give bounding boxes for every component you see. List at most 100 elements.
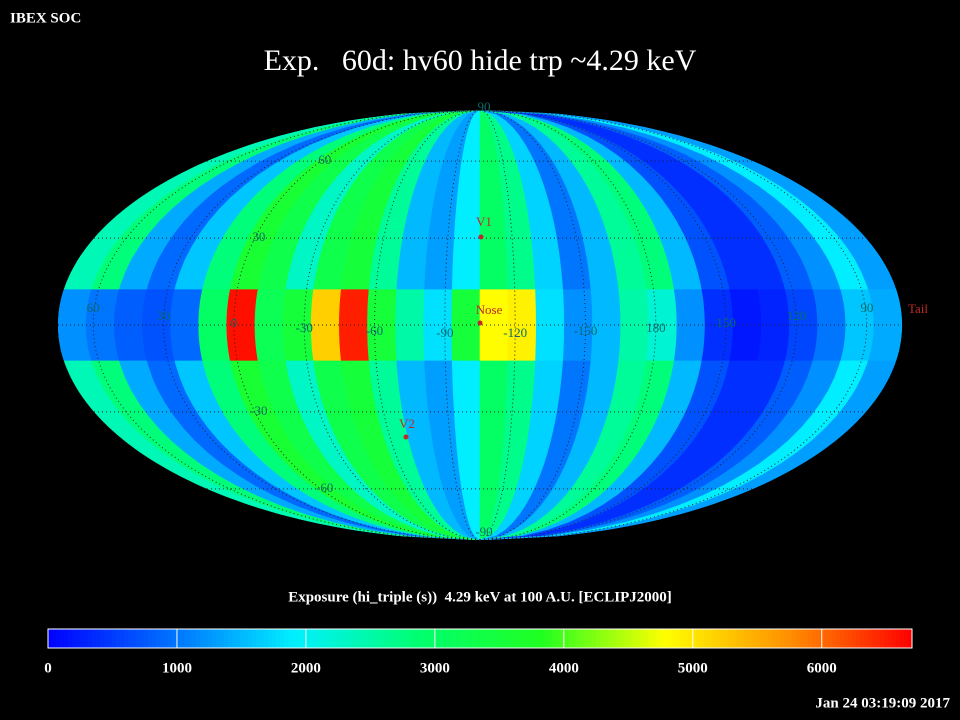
colorbar-segment bbox=[116, 629, 121, 648]
colorbar-segment bbox=[580, 629, 585, 648]
colorbar-segment bbox=[112, 629, 117, 648]
lat-tick-label: -90 bbox=[475, 524, 492, 539]
colorbar-segment bbox=[380, 629, 385, 648]
lon-tick-label: 30 bbox=[157, 308, 170, 323]
colorbar-segment bbox=[808, 629, 813, 648]
colorbar-segment bbox=[512, 629, 517, 648]
colorbar-segment bbox=[548, 629, 553, 648]
colorbar-segment bbox=[360, 629, 365, 648]
colorbar-segment bbox=[556, 629, 561, 648]
lon-tick-label: 0 bbox=[231, 315, 238, 330]
colorbar-segment bbox=[760, 629, 765, 648]
colorbar-segment bbox=[740, 629, 745, 648]
colorbar-segment bbox=[144, 629, 149, 648]
colorbar-segment bbox=[652, 629, 657, 648]
colorbar-segment bbox=[244, 629, 249, 648]
colorbar-segment bbox=[236, 629, 241, 648]
colorbar-tick-label: 6000 bbox=[807, 660, 837, 676]
colorbar-segment bbox=[388, 629, 393, 648]
colorbar-segment bbox=[868, 629, 873, 648]
colorbar-segment bbox=[600, 629, 605, 648]
colorbar-segment bbox=[820, 629, 825, 648]
colorbar-segment bbox=[724, 629, 729, 648]
colorbar-segment bbox=[848, 629, 853, 648]
colorbar-segment bbox=[640, 629, 645, 648]
colorbar-segment bbox=[520, 629, 525, 648]
colorbar-segment bbox=[704, 629, 709, 648]
colorbar-segment bbox=[904, 629, 909, 648]
annotation: V2 bbox=[399, 416, 415, 431]
colorbar-segment bbox=[76, 629, 81, 648]
colorbar-segment bbox=[616, 629, 621, 648]
colorbar-segment bbox=[480, 629, 485, 648]
colorbar-segment bbox=[188, 629, 193, 648]
colorbar-segment bbox=[892, 629, 897, 648]
colorbar-segment bbox=[452, 629, 457, 648]
colorbar-segment bbox=[152, 629, 157, 648]
colorbar-segment bbox=[888, 629, 893, 648]
colorbar-segment bbox=[332, 629, 337, 648]
colorbar-segment bbox=[456, 629, 461, 648]
colorbar-segment bbox=[120, 629, 125, 648]
lon-tick-label: -120 bbox=[503, 325, 527, 340]
colorbar-segment bbox=[792, 629, 797, 648]
colorbar-segment bbox=[280, 629, 285, 648]
colorbar-segment bbox=[800, 629, 805, 648]
colorbar-segment bbox=[552, 629, 557, 648]
colorbar-segment bbox=[80, 629, 85, 648]
colorbar-segment bbox=[412, 629, 417, 648]
colorbar-segment bbox=[628, 629, 633, 648]
meridian-grid-line bbox=[479, 109, 798, 541]
sky-map bbox=[58, 110, 902, 540]
colorbar-segment bbox=[844, 629, 849, 648]
colorbar-segment bbox=[692, 629, 697, 648]
colorbar-tick-label: 5000 bbox=[678, 660, 708, 676]
lat-tick-label: 60 bbox=[318, 152, 331, 167]
colorbar-segment bbox=[720, 629, 725, 648]
colorbar-segment bbox=[772, 629, 777, 648]
colorbar-segment bbox=[220, 629, 225, 648]
colorbar-segment bbox=[404, 629, 409, 648]
colorbar-segment bbox=[100, 629, 105, 648]
colorbar-segment bbox=[56, 629, 61, 648]
colorbar-segment bbox=[68, 629, 73, 648]
colorbar-segment bbox=[320, 629, 325, 648]
colorbar-segment bbox=[568, 629, 573, 648]
colorbar-segment bbox=[288, 629, 293, 648]
colorbar-segment bbox=[232, 629, 237, 648]
colorbar-segment bbox=[204, 629, 209, 648]
colorbar-segment bbox=[448, 629, 453, 648]
colorbar-segment bbox=[340, 629, 345, 648]
colorbar-segment bbox=[516, 629, 521, 648]
colorbar-label: Exposure (hi_triple (s)) 4.29 keV at 100… bbox=[288, 589, 672, 605]
colorbar-segment bbox=[584, 629, 589, 648]
colorbar-segment bbox=[604, 629, 609, 648]
colorbar-segment bbox=[212, 629, 217, 648]
colorbar-segment bbox=[872, 629, 877, 648]
colorbar-segment bbox=[680, 629, 685, 648]
colorbar-segment bbox=[500, 629, 505, 648]
colorbar-segment bbox=[96, 629, 101, 648]
colorbar-segment bbox=[260, 629, 265, 648]
colorbar-segment bbox=[424, 629, 429, 648]
colorbar-segment bbox=[428, 629, 433, 648]
colorbar-segment bbox=[316, 629, 321, 648]
lat-tick-label: -30 bbox=[250, 403, 267, 418]
colorbar-segment bbox=[64, 629, 69, 648]
lon-tick-label: -60 bbox=[366, 323, 383, 338]
lat-tick-label: -60 bbox=[316, 480, 333, 495]
colorbar-segment bbox=[472, 629, 477, 648]
annotation: Nose bbox=[476, 302, 503, 317]
colorbar-segment bbox=[836, 629, 841, 648]
colorbar-tick-label: 3000 bbox=[420, 660, 450, 676]
colorbar-segment bbox=[860, 629, 865, 648]
colorbar-segment bbox=[508, 629, 513, 648]
colorbar-segment bbox=[476, 629, 481, 648]
colorbar-segment bbox=[684, 629, 689, 648]
lon-tick-label: -150 bbox=[574, 323, 598, 338]
colorbar-segment bbox=[728, 629, 733, 648]
colorbar-segment bbox=[896, 629, 901, 648]
colorbar-segment bbox=[364, 629, 369, 648]
colorbar-segment bbox=[656, 629, 661, 648]
colorbar-segment bbox=[140, 629, 145, 648]
